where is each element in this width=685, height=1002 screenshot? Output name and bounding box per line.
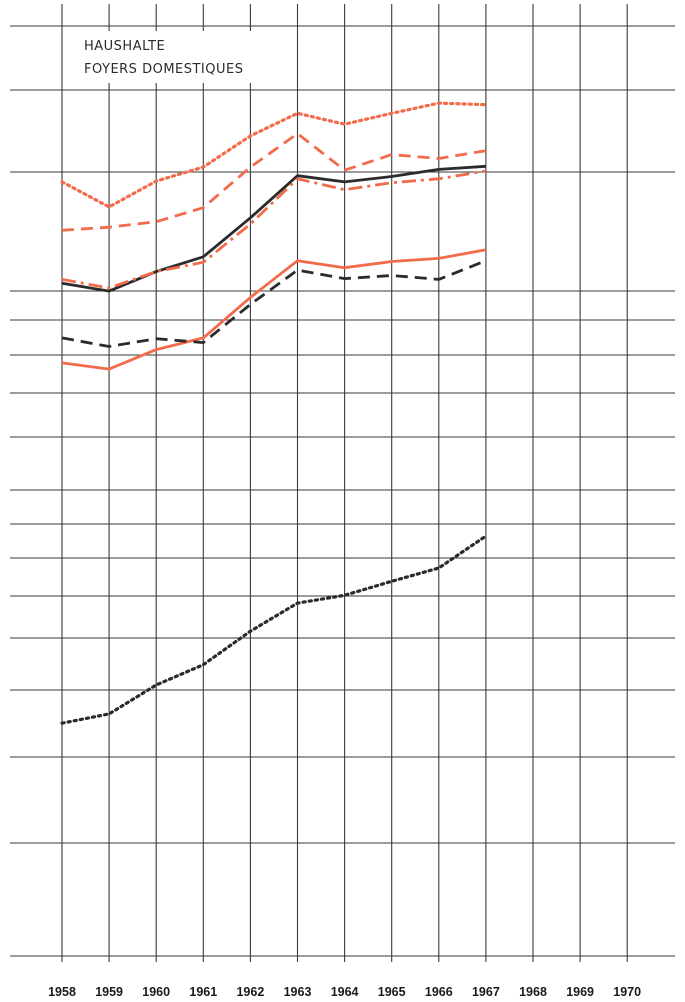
x-tick-label: 1963 [284,985,312,999]
series-line-6 [61,259,487,348]
x-tick-label: 1969 [566,985,594,999]
x-tick-label: 1959 [95,985,123,999]
series-line-3 [61,164,486,293]
x-tick-label: 1958 [48,985,76,999]
chart-title-line-2: FOYERS DOMESTIQUES [84,62,243,77]
chart-title-line-1: HAUSHALTE [84,39,165,54]
x-tick-label: 1965 [378,985,406,999]
x-tick-label: 1961 [189,985,217,999]
series-line-5 [61,248,487,371]
x-tick-label: 1968 [519,985,547,999]
x-tick-label: 1960 [142,985,170,999]
x-tick-label: 1967 [472,985,500,999]
x-tick-labels: 1958 1959 1960 1961 1962 1963 1964 1965 1966 1967… [48,985,641,999]
chart-grid [10,4,675,962]
x-tick-label: 1964 [331,985,359,999]
x-tick-label: 1962 [236,985,264,999]
x-tick-label: 1970 [613,985,641,999]
chart-series [60,101,488,725]
series-line-7 [60,534,488,725]
series-line-2 [61,132,487,232]
series-line-4 [61,169,487,290]
x-tick-label: 1966 [425,985,453,999]
series-line-1 [60,101,488,209]
title-background [76,31,276,83]
